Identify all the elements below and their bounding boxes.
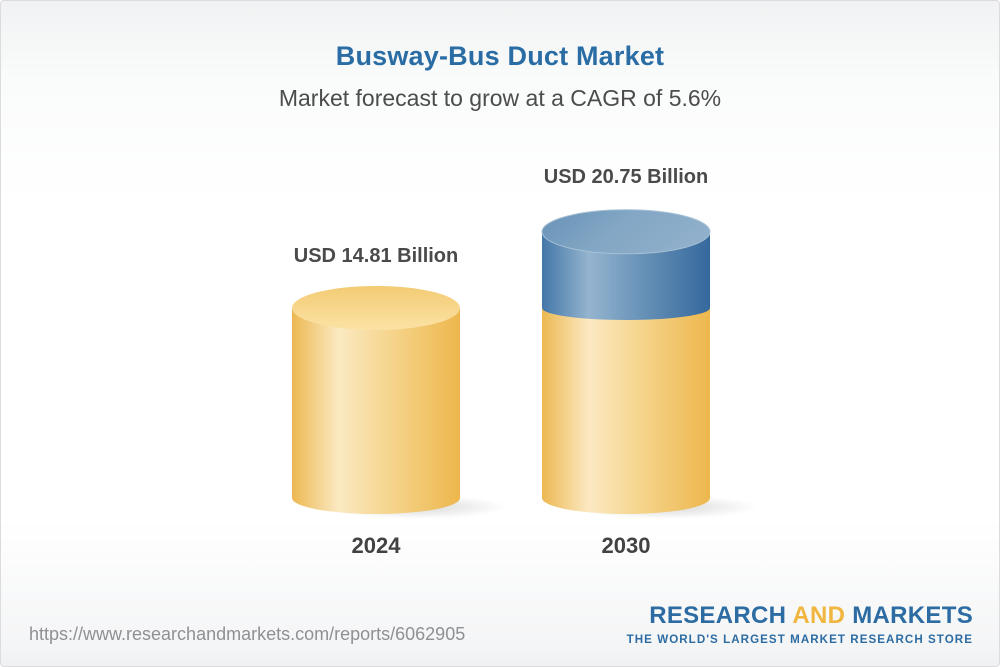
bar-2030-base-body — [542, 307, 710, 514]
logo-word-markets: MARKETS — [852, 602, 973, 629]
category-label-2030: 2030 — [601, 533, 651, 558]
value-label-2024: USD 14.81 Billion — [293, 245, 459, 267]
brand-logo: RESEARCH AND MARKETS THE WORLD'S LARGEST… — [627, 602, 973, 646]
logo-word-research: RESEARCH — [649, 602, 787, 629]
category-label-2024: 2024 — [351, 533, 401, 558]
page-subtitle: Market forecast to grow at a CAGR of 5.6… — [278, 85, 722, 111]
brand-logo-wordmark: RESEARCH AND MARKETS — [627, 602, 973, 630]
page-title: Busway-Bus Duct Market — [335, 41, 665, 71]
brand-tagline: THE WORLD'S LARGEST MARKET RESEARCH STOR… — [626, 633, 973, 646]
bar-2030-increment-body — [542, 231, 710, 320]
bar-2024-top — [292, 285, 460, 330]
logo-word-and: AND — [792, 602, 846, 629]
value-label-2030: USD 20.75 Billion — [543, 166, 709, 188]
bar-2030-top — [541, 209, 711, 255]
bar-2024-body — [292, 307, 460, 514]
report-url: https://www.researchandmarkets.com/repor… — [29, 624, 466, 644]
